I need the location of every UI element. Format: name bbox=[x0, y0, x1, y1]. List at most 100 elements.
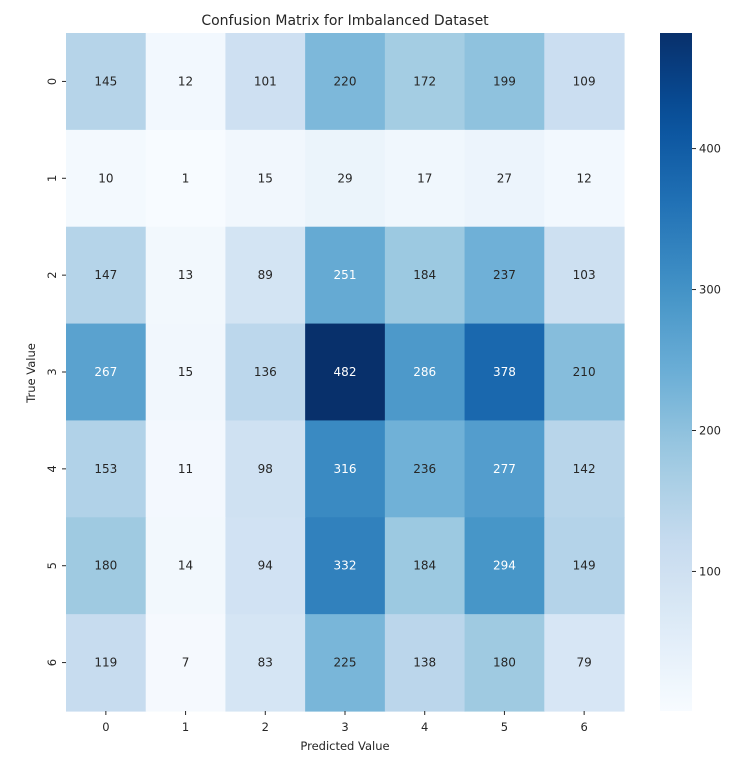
heatmap-cell bbox=[544, 323, 625, 422]
cell-value-label: 109 bbox=[573, 74, 596, 88]
y-tick-label: 0 bbox=[45, 78, 59, 85]
heatmap-cell bbox=[464, 129, 545, 228]
cell-value-label: 184 bbox=[413, 559, 436, 573]
cell-value-label: 286 bbox=[413, 365, 436, 379]
x-tick-label: 3 bbox=[341, 720, 348, 734]
heatmap-cell bbox=[544, 614, 625, 712]
heatmap-cell bbox=[305, 420, 386, 518]
heatmap-cells bbox=[66, 33, 625, 712]
heatmap-cell bbox=[305, 517, 386, 615]
cell-value-label: 12 bbox=[178, 74, 193, 88]
cell-value-label: 89 bbox=[258, 268, 273, 282]
heatmap-cell bbox=[305, 614, 386, 712]
heatmap-cell bbox=[225, 517, 306, 615]
cell-value-label: 316 bbox=[334, 462, 357, 476]
cell-value-label: 267 bbox=[94, 365, 117, 379]
colorbar-ticks: 100 200 300 400 bbox=[692, 142, 721, 578]
cell-value-label: 236 bbox=[413, 462, 436, 476]
y-tick-label: 4 bbox=[45, 465, 59, 472]
heatmap-cell bbox=[66, 129, 147, 228]
cell-value-label: 237 bbox=[493, 268, 516, 282]
x-tick-label: 2 bbox=[262, 720, 269, 734]
cell-value-label: 10 bbox=[98, 171, 113, 185]
cell-value-label: 101 bbox=[254, 74, 277, 88]
cell-value-label: 12 bbox=[576, 171, 591, 185]
y-tick-label: 3 bbox=[45, 368, 59, 375]
cell-value-label: 199 bbox=[493, 74, 516, 88]
heatmap-cell bbox=[66, 420, 147, 518]
colorbar-tick-label: 200 bbox=[699, 423, 721, 437]
cell-value-label: 7 bbox=[182, 656, 190, 670]
heatmap-cell bbox=[66, 517, 147, 615]
heatmap-cell bbox=[305, 226, 386, 325]
cell-value-label: 145 bbox=[94, 74, 117, 88]
cell-value-label: 14 bbox=[178, 559, 193, 573]
cell-value-label: 225 bbox=[334, 656, 357, 670]
colorbar-tick-label: 400 bbox=[699, 142, 721, 156]
x-tick-label: 6 bbox=[580, 720, 587, 734]
heatmap-cell bbox=[225, 33, 306, 131]
cell-value-label: 332 bbox=[334, 559, 357, 573]
cell-value-label: 11 bbox=[178, 462, 193, 476]
x-axis-label: Predicted Value bbox=[300, 739, 389, 753]
cell-value-label: 138 bbox=[413, 656, 436, 670]
x-tick-label: 4 bbox=[421, 720, 428, 734]
heatmap-cell bbox=[544, 517, 625, 615]
heatmap-cell bbox=[464, 614, 545, 712]
heatmap-cell bbox=[464, 420, 545, 518]
y-axis-label: True Value bbox=[24, 343, 38, 404]
colorbar-tick-label: 300 bbox=[699, 283, 721, 297]
heatmap-cell bbox=[305, 129, 386, 228]
x-tick-label: 5 bbox=[501, 720, 508, 734]
heatmap-cell bbox=[384, 323, 466, 422]
heatmap-cell bbox=[225, 323, 306, 422]
cell-value-label: 103 bbox=[573, 268, 596, 282]
cell-value-label: 83 bbox=[258, 656, 273, 670]
heatmap-cell bbox=[464, 33, 545, 131]
heatmap-cell bbox=[384, 226, 466, 325]
heatmap-cell bbox=[305, 323, 386, 422]
heatmap-cell bbox=[544, 129, 625, 228]
cell-value-label: 136 bbox=[254, 365, 277, 379]
chart-title: Confusion Matrix for Imbalanced Dataset bbox=[201, 13, 489, 29]
cell-value-label: 94 bbox=[258, 559, 273, 573]
heatmap-cell bbox=[544, 226, 625, 325]
colorbar-gradient bbox=[660, 33, 692, 711]
cell-value-label: 378 bbox=[493, 365, 516, 379]
y-tick-label: 2 bbox=[45, 271, 59, 278]
heatmap-cell bbox=[384, 420, 466, 518]
heatmap-cell bbox=[464, 226, 545, 325]
heatmap-cell bbox=[145, 323, 227, 422]
cell-value-label: 220 bbox=[334, 74, 357, 88]
cell-value-label: 119 bbox=[94, 656, 117, 670]
heatmap-cell bbox=[384, 129, 466, 228]
heatmap-cell bbox=[464, 517, 545, 615]
heatmap-cell bbox=[145, 33, 227, 131]
cell-value-label: 15 bbox=[258, 171, 273, 185]
y-tick-label: 5 bbox=[45, 562, 59, 569]
heatmap-cell bbox=[145, 420, 227, 518]
heatmap-cell bbox=[145, 226, 227, 325]
cell-value-label: 29 bbox=[337, 171, 352, 185]
heatmap-cell bbox=[384, 33, 466, 131]
cell-value-label: 277 bbox=[493, 462, 516, 476]
cell-value-label: 13 bbox=[178, 268, 193, 282]
cell-value-label: 79 bbox=[576, 656, 591, 670]
heatmap-cell bbox=[225, 614, 306, 712]
cell-value-label: 147 bbox=[94, 268, 117, 282]
cell-value-label: 184 bbox=[413, 268, 436, 282]
heatmap-cell bbox=[384, 517, 466, 615]
heatmap-cell bbox=[384, 614, 466, 712]
x-axis-ticks: 0 1 2 3 4 5 6 bbox=[102, 711, 588, 734]
heatmap-cell bbox=[145, 614, 227, 712]
cell-value-label: 180 bbox=[493, 656, 516, 670]
heatmap-cell bbox=[464, 323, 545, 422]
cell-value-label: 27 bbox=[497, 171, 512, 185]
cell-value-label: 1 bbox=[182, 171, 190, 185]
y-axis-ticks: 0 1 2 3 4 5 6 bbox=[45, 78, 66, 666]
colorbar: 100 200 300 400 bbox=[660, 33, 721, 711]
heatmap-cell bbox=[145, 517, 227, 615]
colorbar-tick-label: 100 bbox=[699, 564, 721, 578]
